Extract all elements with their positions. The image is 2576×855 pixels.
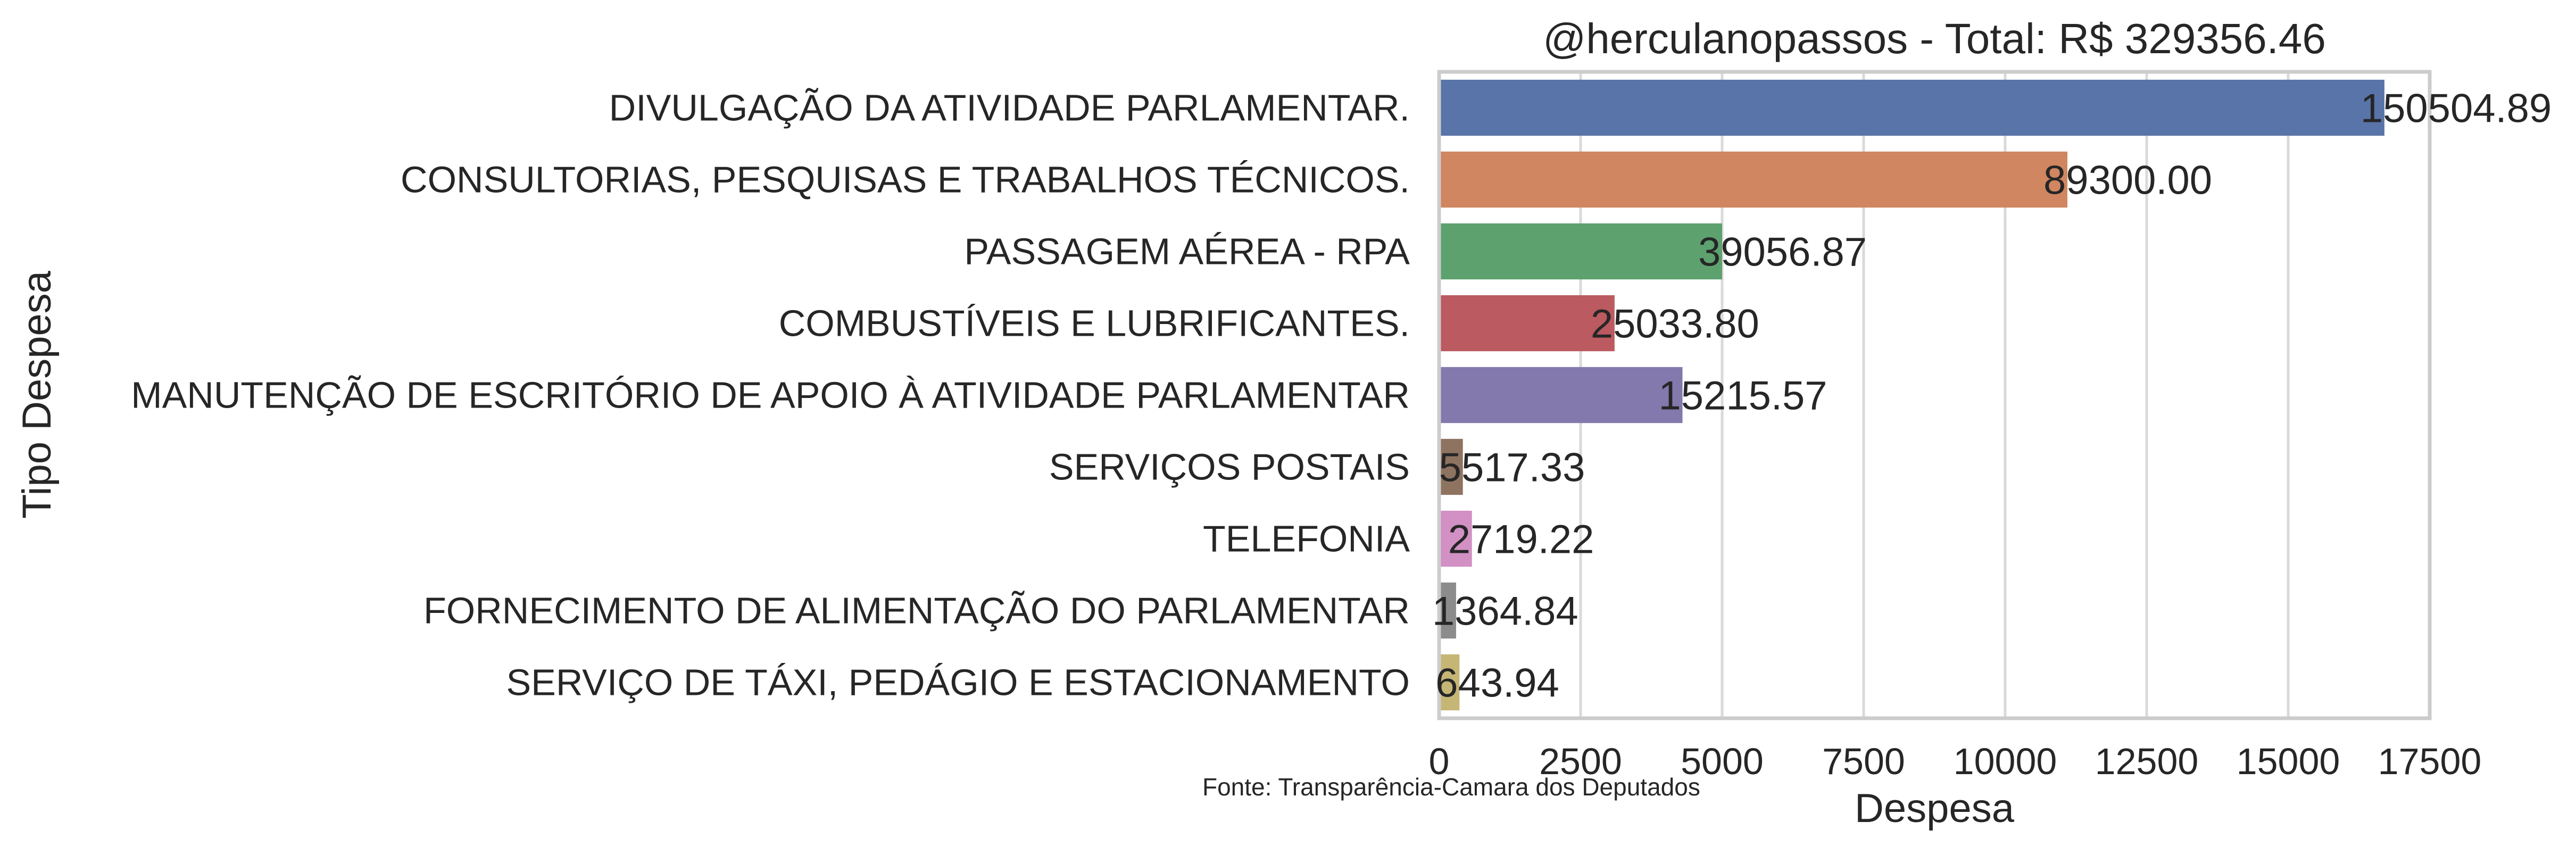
category-label: SERVIÇO DE TÁXI, PEDÁGIO E ESTACIONAMENT… <box>506 662 1410 703</box>
bar <box>1439 223 1722 280</box>
bar-value-label: 643.94 <box>1435 661 1559 706</box>
x-tick-label: 15000 <box>2237 741 2340 782</box>
x-tick-label: 12500 <box>2095 741 2199 782</box>
x-tick-labels: 0 2500 5000 7500 10000 12500 15000 17500 <box>1429 741 2482 782</box>
x-tick-label: 10000 <box>1954 741 2057 782</box>
bar <box>1439 151 2068 208</box>
bar <box>1439 367 1683 424</box>
category-label: CONSULTORIAS, PESQUISAS E TRABALHOS TÉCN… <box>401 159 1410 201</box>
x-tick-label: 7500 <box>1822 741 1905 782</box>
category-label: TELEFONIA <box>1203 518 1410 560</box>
bar <box>1439 654 1460 711</box>
bar <box>1439 438 1463 495</box>
x-tick-label: 17500 <box>2378 741 2482 782</box>
bar-value-label: 150504.89 <box>2361 86 2552 131</box>
x-tick-label: 0 <box>1429 741 1450 782</box>
bar-value-label: 1364.84 <box>1432 589 1578 634</box>
chart-title: @herculanopassos - Total: R$ 329356.46 <box>1543 15 2326 62</box>
category-label: PASSAGEM AÉREA - RPA <box>964 231 1410 272</box>
category-labels: DIVULGAÇÃO DA ATIVIDADE PARLAMENTAR. CONS… <box>131 87 1410 703</box>
bar-value-label: 2719.22 <box>1448 517 1594 562</box>
bar-value-label: 5517.33 <box>1439 445 1585 491</box>
bar-value-label: 89300.00 <box>2043 158 2212 203</box>
x-axis-title: Despesa <box>1855 786 2015 831</box>
y-axis-title: Tipo Despesa <box>14 270 60 519</box>
plot-frame <box>1437 70 2432 720</box>
value-labels: 150504.89 89300.00 39056.87 25033.80 15215.5… <box>1432 86 2552 706</box>
bar <box>1439 510 1472 567</box>
category-label: SERVIÇOS POSTAIS <box>1049 446 1410 488</box>
source-note: Fonte: Transparência-Camara dos Deputado… <box>1202 773 1700 801</box>
bars <box>1439 79 2384 711</box>
category-label: COMBUSTÍVEIS E LUBRIFICANTES. <box>779 303 1410 344</box>
category-label: FORNECIMENTO DE ALIMENTAÇÃO DO PARLAMENT… <box>423 590 1410 632</box>
x-tick-label: 5000 <box>1681 741 1764 782</box>
bar <box>1439 295 1615 352</box>
bar <box>1439 582 1456 639</box>
category-label: DIVULGAÇÃO DA ATIVIDADE PARLAMENTAR. <box>609 87 1410 129</box>
category-label: MANUTENÇÃO DE ESCRITÓRIO DE APOIO À ATIV… <box>131 375 1410 416</box>
bar-value-label: 25033.80 <box>1591 302 1759 347</box>
bar <box>1439 79 2384 136</box>
x-tick-label: 2500 <box>1539 741 1622 782</box>
bar-value-label: 39056.87 <box>1698 230 1867 275</box>
bar-value-label: 15215.57 <box>1659 373 1827 419</box>
